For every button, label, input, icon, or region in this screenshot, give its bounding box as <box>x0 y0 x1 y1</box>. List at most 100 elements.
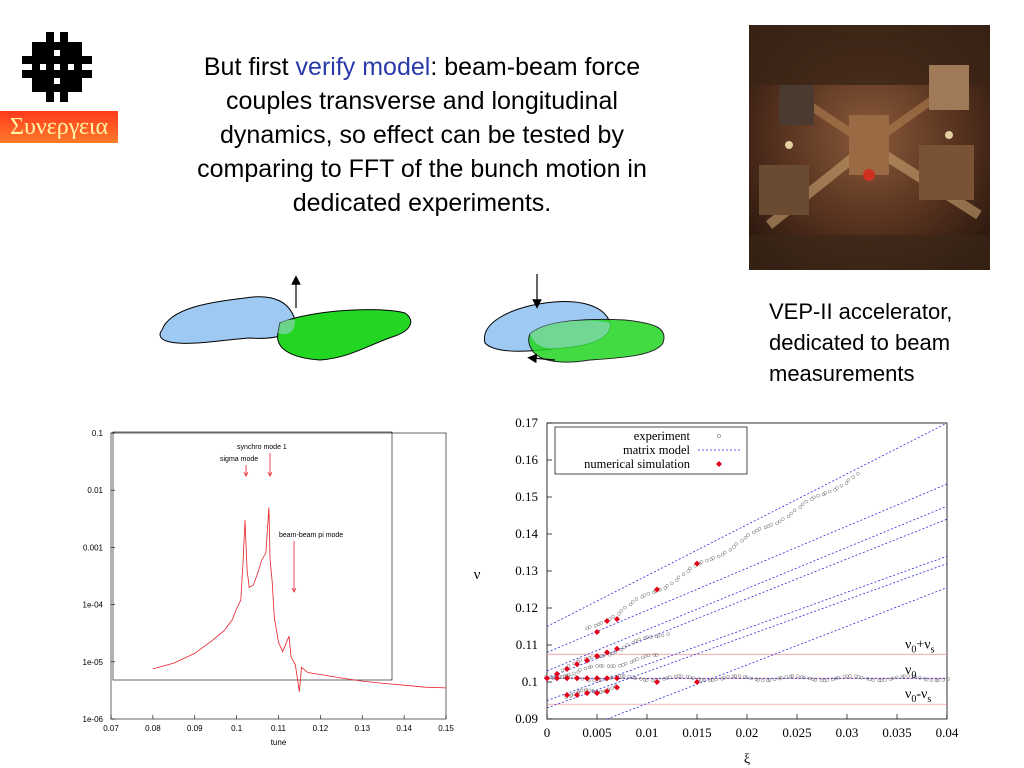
simulation-point <box>594 653 600 660</box>
experiment-point <box>743 535 748 540</box>
experiment-point <box>632 658 636 663</box>
experiment-point <box>888 677 893 681</box>
experiment-point <box>779 675 783 680</box>
experiment-point <box>757 527 762 531</box>
experiment-point <box>802 675 806 680</box>
experiment-point <box>637 637 641 642</box>
experiment-point <box>722 676 726 680</box>
annotation-arrowhead <box>291 587 297 593</box>
y-tick-label: 1e-05 <box>83 658 104 667</box>
experiment-point <box>792 508 797 513</box>
experiment-point <box>613 649 618 654</box>
simulation-point <box>574 675 580 682</box>
experiment-point <box>663 586 668 590</box>
experiment-point <box>643 636 647 640</box>
experiment-point <box>587 656 592 660</box>
left-arrow <box>527 353 556 364</box>
experiment-point <box>825 678 829 682</box>
experiment-point <box>596 622 601 627</box>
y-tick-label: 1e-04 <box>83 601 104 610</box>
experiment-point <box>566 664 571 668</box>
y-tick-label: 0.14 <box>515 526 538 541</box>
experiment-point <box>669 581 674 586</box>
experiment-point <box>612 664 616 668</box>
experiment-point <box>676 575 681 580</box>
experiment-point <box>851 475 855 479</box>
y-tick-label: 0.12 <box>515 600 538 615</box>
y-tick-label: 0.1 <box>92 429 104 438</box>
right-tune-label: ν0-νs <box>905 687 931 705</box>
tune-shift-chart: 0 0.005 0.01 0.015 0.02 0.025 0.03 0.035 0.04 0.0… <box>474 415 959 767</box>
experiment-point <box>585 626 589 631</box>
experiment-point <box>856 472 860 476</box>
experiment-point <box>883 678 887 682</box>
experiment-point <box>800 675 804 679</box>
legend-simulation-marker <box>716 461 722 467</box>
x-tick-label: 0.005 <box>582 725 611 740</box>
x-tick-label: 0.09 <box>187 724 203 733</box>
simulation-point <box>694 560 700 567</box>
experiment-point <box>936 678 940 683</box>
experiment-point <box>608 617 612 621</box>
experiment-point <box>800 502 805 507</box>
fermilab-logo-icon <box>22 32 92 102</box>
simulation-point <box>584 675 590 682</box>
x-axis-label: tune <box>271 738 287 747</box>
experiment-point <box>666 632 670 636</box>
experiment-point <box>716 554 721 559</box>
experiment-point <box>629 660 634 664</box>
experiment-point <box>845 674 850 678</box>
experiment-point <box>660 633 665 638</box>
experiment-point <box>580 677 585 681</box>
experiment-point <box>804 499 808 504</box>
simulation-point <box>694 679 700 685</box>
experiment-point <box>879 678 884 683</box>
experiment-point <box>610 651 615 656</box>
experiment-point <box>654 634 659 639</box>
experiment-point <box>756 678 760 682</box>
x-tick-label: 0.015 <box>682 725 711 740</box>
experiment-point <box>810 497 814 501</box>
experiment-point <box>640 595 644 599</box>
experiment-point <box>816 493 820 498</box>
experiment-point <box>906 674 911 678</box>
experiment-point <box>610 675 614 680</box>
experiment-point <box>642 593 646 597</box>
y-tick-label: 1e-06 <box>83 715 104 724</box>
experiment-point <box>865 676 870 681</box>
experiment-point <box>688 675 692 680</box>
experiment-point <box>628 602 633 607</box>
experiment-point <box>599 690 603 694</box>
experiment-point <box>767 678 772 682</box>
experiment-point <box>752 530 756 535</box>
experiment-point <box>784 675 789 679</box>
experiment-point <box>711 556 715 560</box>
green-bunch <box>277 309 412 361</box>
experiment-point <box>681 572 686 576</box>
x-tick-label: 0.02 <box>736 725 759 740</box>
y-tick-label: 0.17 <box>515 415 538 430</box>
experiment-point <box>619 609 624 613</box>
experiment-point <box>588 625 592 629</box>
simulation-point <box>614 645 620 652</box>
right-tune-label: ν0+νs <box>905 637 935 655</box>
experiment-point <box>675 578 679 583</box>
experiment-point <box>668 675 672 679</box>
experiment-point <box>844 481 849 485</box>
experiment-point <box>763 525 768 530</box>
experiment-point <box>807 676 812 681</box>
experiment-point <box>634 597 639 601</box>
experiment-point <box>633 639 638 643</box>
experiment-point <box>842 675 847 679</box>
experiment-point <box>623 605 627 610</box>
headline-before: But first <box>203 53 296 81</box>
legend-box <box>554 426 748 475</box>
x-tick-label: 0.12 <box>313 724 329 733</box>
experiment-point <box>572 671 576 676</box>
experiment-point <box>569 674 573 679</box>
experiment-point <box>925 677 929 682</box>
experiment-point <box>710 678 715 682</box>
experiment-point <box>633 676 637 680</box>
experiment-point <box>813 678 818 682</box>
experiment-point <box>643 654 648 658</box>
